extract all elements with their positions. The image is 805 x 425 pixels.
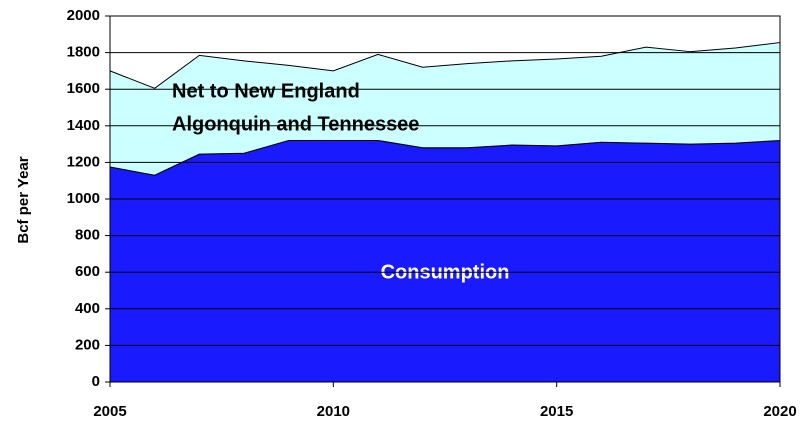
y-tick-label: 1400 [67,117,100,134]
y-tick-label: 1600 [67,80,100,97]
y-tick-label: 800 [75,227,100,244]
y-tick-label: 400 [75,300,100,317]
y-tick-label: 1000 [67,190,100,207]
y-tick-label: 1200 [67,153,100,170]
y-axis-label: Bcf per Year [15,156,32,243]
annotation: Net to New England [172,80,360,102]
annotation: Algonquin and Tennessee [172,113,419,135]
x-tick-label: 2005 [93,403,126,420]
y-tick-label: 600 [75,263,100,280]
x-tick-label: 2020 [763,403,796,420]
y-tick-label: 200 [75,336,100,353]
y-tick-label: 0 [92,373,100,390]
x-tick-label: 2010 [317,403,350,420]
y-tick-label: 2000 [67,7,100,24]
x-tick-label: 2015 [540,403,573,420]
y-tick-label: 1800 [67,44,100,61]
